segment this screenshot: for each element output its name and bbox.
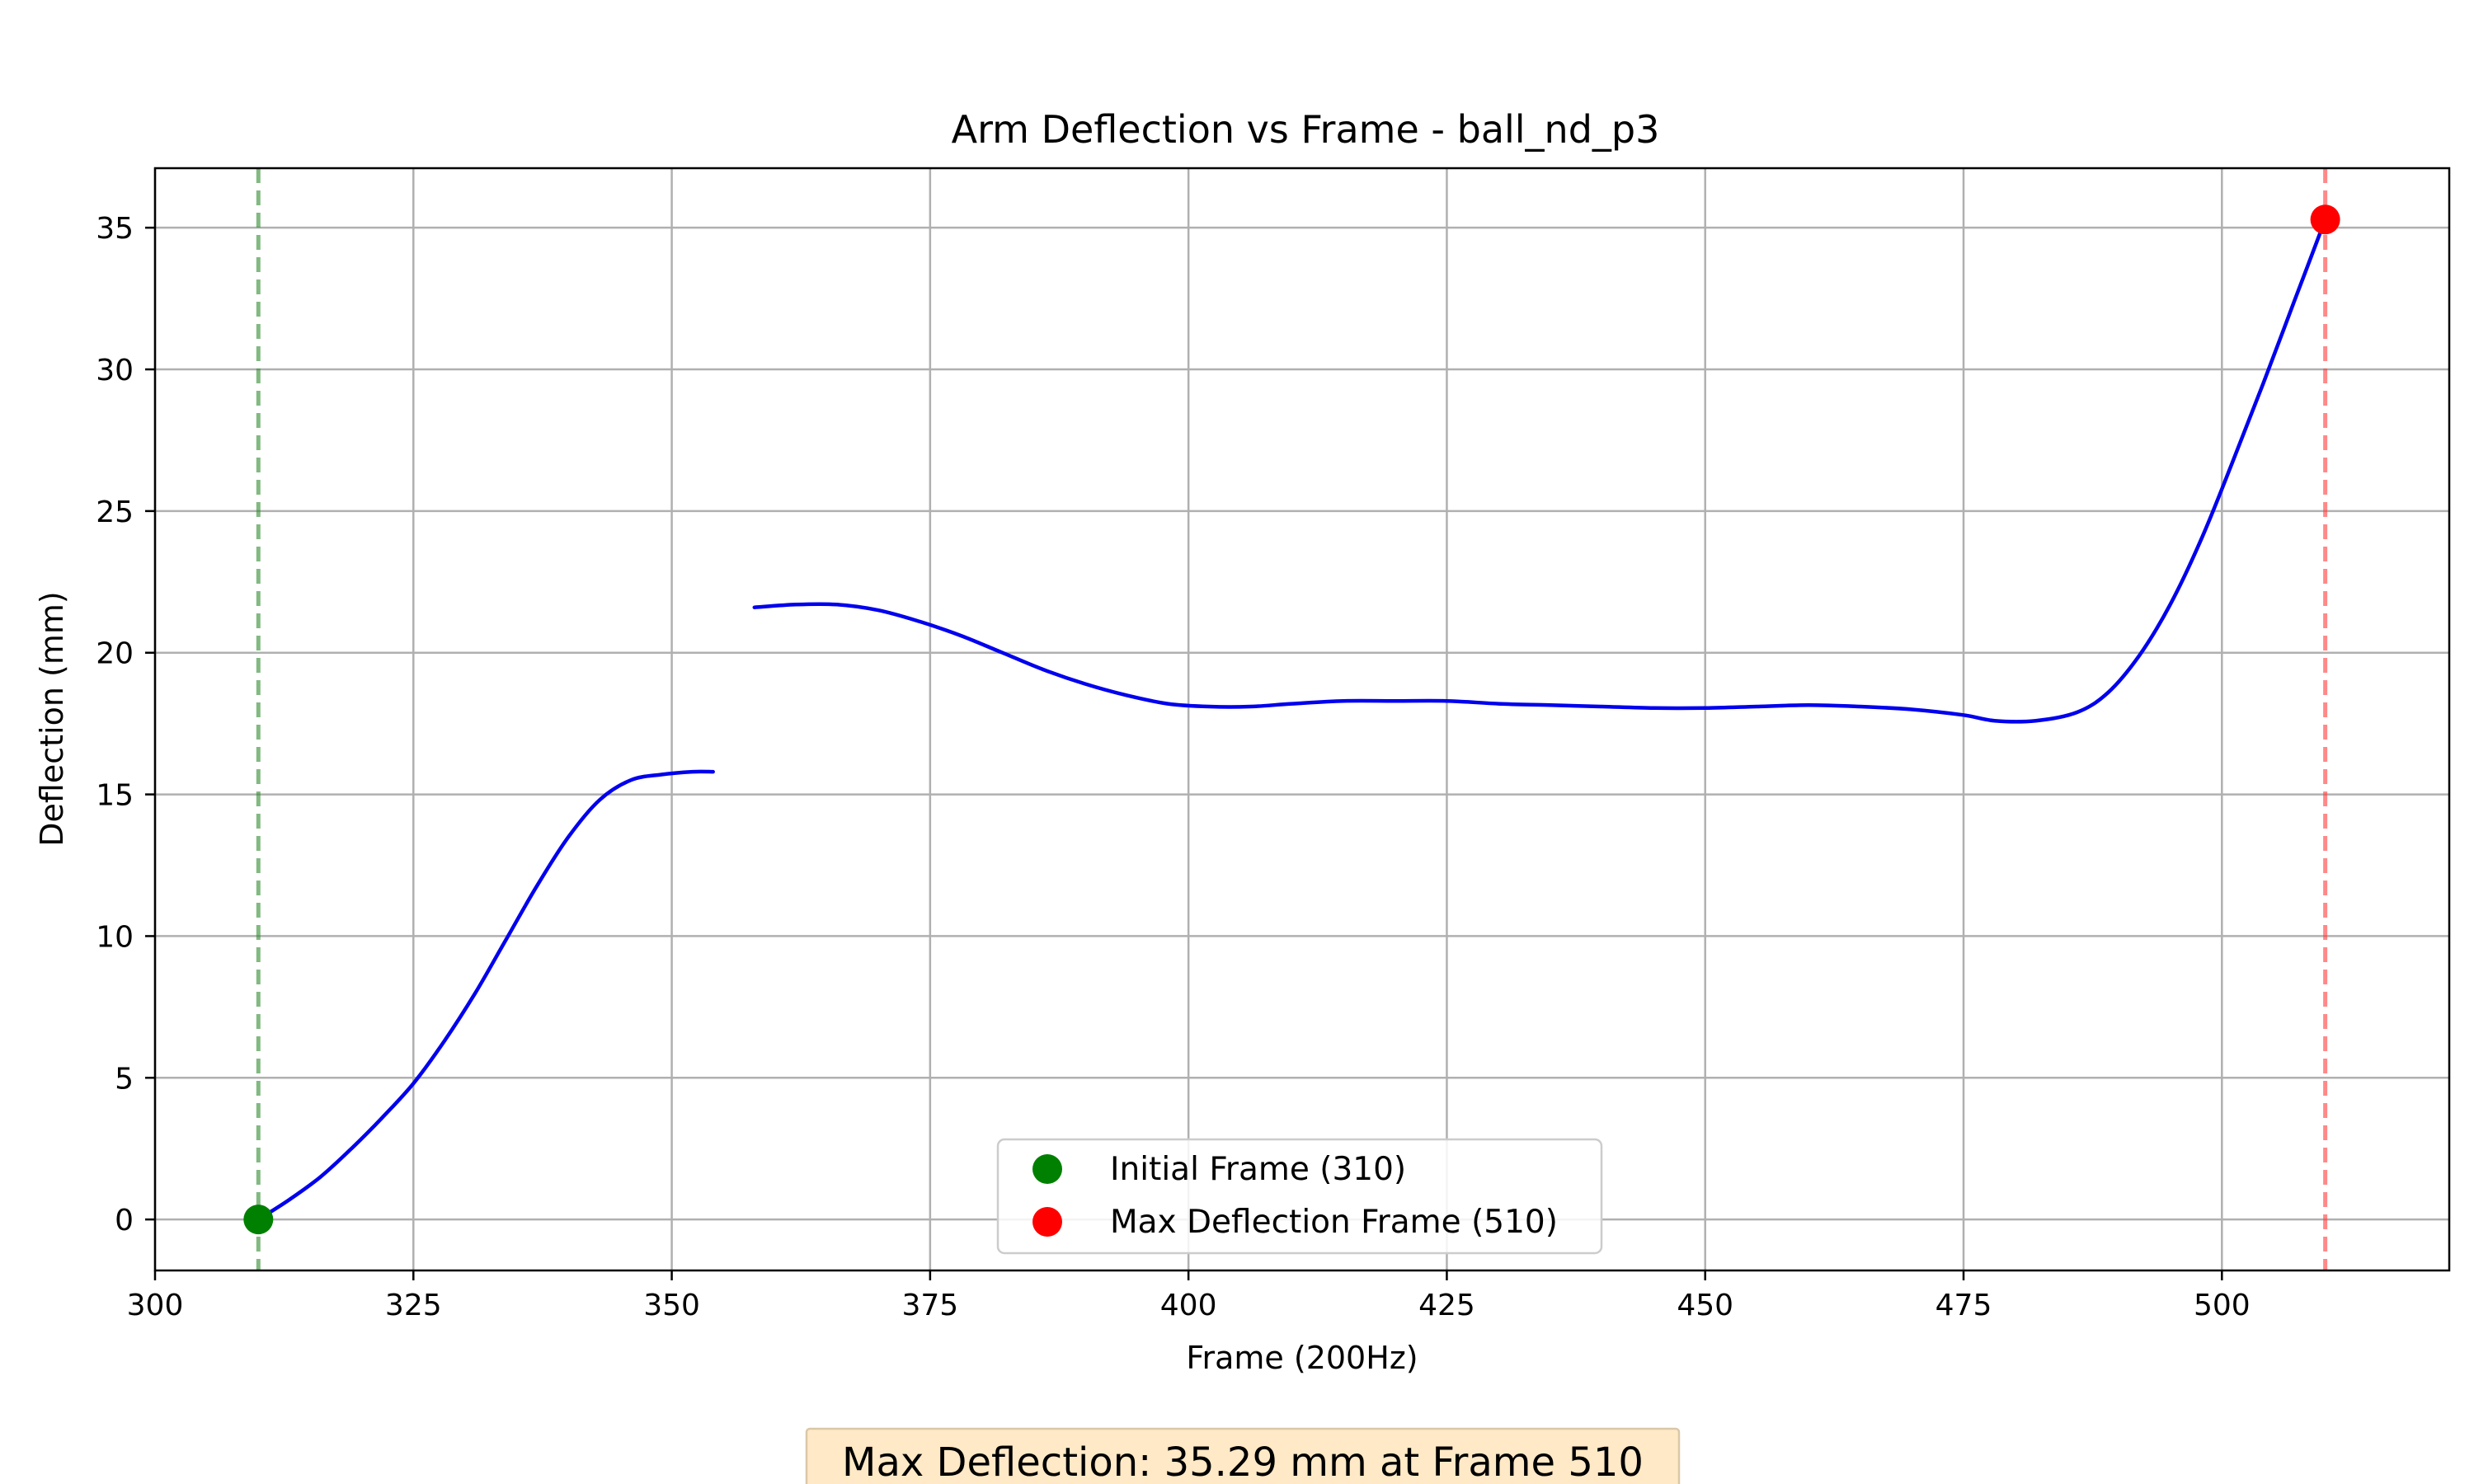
series-lines: [256, 217, 2327, 1222]
y-tick-label: 0: [115, 1204, 134, 1237]
y-tick-label: 25: [96, 495, 134, 529]
y-tick-label: 20: [96, 637, 134, 671]
y-tick-label: 30: [96, 354, 134, 387]
y-tick-label: 35: [96, 212, 134, 246]
x-tick-label: 300: [127, 1289, 184, 1322]
deflection-series-line: [256, 769, 715, 1222]
y-tick-label: 10: [96, 920, 134, 954]
x-tick-label: 425: [1418, 1289, 1475, 1322]
y-axis-label: Deflection (mm): [34, 591, 70, 846]
deflection-series-line: [752, 217, 2327, 724]
legend-marker-initial: [1032, 1154, 1062, 1184]
reference-lines: [256, 168, 2328, 1270]
y-tick-label: 5: [115, 1062, 134, 1096]
max-deflection-annotation: Max Deflection: 35.29 mm at Frame 510: [805, 1427, 1681, 1484]
legend-label-max: Max Deflection Frame (510): [1110, 1204, 1558, 1241]
legend-marker-max: [1032, 1207, 1062, 1237]
legend-box: [996, 1138, 1603, 1255]
x-tick-label: 400: [1160, 1289, 1217, 1322]
x-tick-label: 350: [643, 1289, 700, 1322]
annotation-text: Max Deflection: 35.29 mm at Frame 510: [842, 1439, 1644, 1484]
axis-ticks: 300 325 350 375 400 425 450 475 500 0 5 10 15 20 25 30 3…: [96, 212, 2250, 1322]
plot-area-border: [153, 167, 2451, 1272]
x-tick-label: 500: [2194, 1289, 2251, 1322]
x-tick-label: 475: [1935, 1289, 1992, 1322]
x-axis-label: Frame (200Hz): [1186, 1340, 1418, 1376]
chart-title: Arm Deflection vs Frame - ball_nd_p3: [952, 107, 1660, 152]
annotation-box: [805, 1427, 1681, 1484]
y-tick-label: 15: [96, 779, 134, 813]
grid-lines: [153, 168, 2449, 1270]
initial-frame-marker: [243, 1205, 274, 1235]
max-deflection-marker: [2310, 204, 2340, 235]
legend: Initial Frame (310) Max Deflection Frame…: [996, 1138, 1603, 1255]
x-tick-label: 450: [1677, 1289, 1733, 1322]
x-tick-label: 375: [902, 1289, 959, 1322]
point-markers: [243, 204, 2340, 1235]
legend-label-initial: Initial Frame (310): [1110, 1151, 1406, 1188]
x-tick-label: 325: [385, 1289, 442, 1322]
